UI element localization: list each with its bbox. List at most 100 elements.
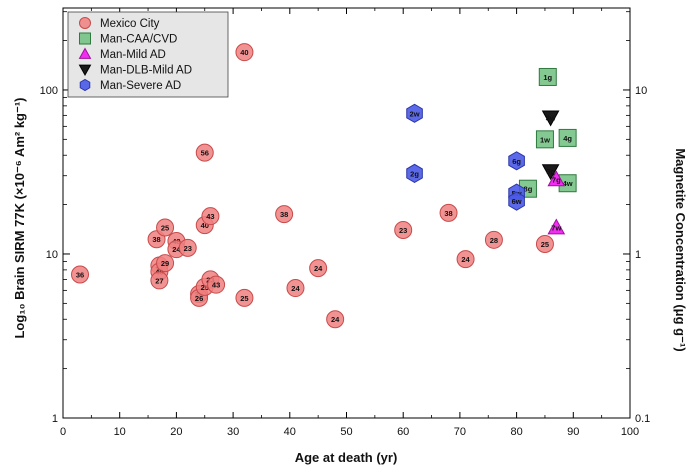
data-point	[71, 265, 90, 284]
point-label: 7g	[552, 175, 561, 184]
point-label: 38	[280, 210, 288, 219]
y-tick-label-left: 1	[52, 413, 58, 425]
data-point	[156, 218, 175, 237]
series-mexico-city: 3638324027252948242324262556404323434025…	[71, 43, 554, 329]
y-tick-label-right: 1	[635, 249, 641, 261]
point-label: 25	[201, 283, 209, 292]
point-label: 2g	[410, 169, 419, 178]
point-label: 38	[444, 209, 452, 218]
series-man-severe-ad: 2w2g6g5w6w	[406, 103, 525, 211]
point-label: 1g	[543, 73, 552, 82]
x-tick-label: 20	[170, 426, 182, 438]
data-point	[547, 170, 566, 187]
y-tick-label-left: 10	[46, 249, 58, 261]
data-point	[326, 310, 345, 329]
point-label: 7w	[551, 224, 561, 233]
point-label: 24	[314, 264, 323, 273]
point-label: 24	[172, 245, 181, 254]
point-label: 8g	[524, 185, 533, 194]
data-point	[207, 275, 226, 294]
point-label: 4w	[563, 179, 573, 188]
data-points: 3638324027252948242324262556404323434025…	[71, 43, 577, 329]
legend: Mexico City Man-CAA/CVD Man-Mild AD Man-DLB…	[67, 11, 229, 98]
point-label: 28	[490, 236, 498, 245]
x-tick-label: 80	[510, 426, 522, 438]
data-point	[406, 103, 423, 123]
point-label: 27	[155, 276, 163, 285]
legend-entry-label: Man-CAA/CVD	[100, 34, 177, 46]
point-label: 26	[195, 294, 203, 303]
point-label: 56	[201, 149, 209, 158]
point-label: 40	[240, 48, 248, 57]
data-point	[235, 288, 254, 307]
x-tick-label: 30	[227, 426, 239, 438]
data-point	[275, 205, 294, 224]
data-point	[439, 203, 458, 222]
point-label: 29	[161, 259, 169, 268]
point-label: 24	[331, 315, 340, 324]
data-point	[456, 250, 475, 269]
legend-entry-label: Man-DLB-Mild AD	[100, 65, 192, 77]
data-point	[195, 143, 214, 162]
legend-entry-label: Man-Mild AD	[100, 49, 166, 61]
legend-marker	[79, 78, 91, 92]
data-point	[156, 254, 175, 273]
point-label: 38	[152, 235, 160, 244]
x-tick-label: 60	[397, 426, 409, 438]
legend-box	[67, 11, 229, 98]
legend-marker	[78, 47, 92, 59]
data-point	[558, 128, 577, 147]
data-point	[541, 110, 560, 127]
data-point	[547, 218, 566, 235]
point-label: 40	[201, 221, 209, 230]
x-tick-label: 0	[60, 426, 66, 438]
data-point	[150, 271, 169, 290]
point-label: 2w	[410, 109, 420, 118]
point-label: 4g	[563, 134, 572, 143]
legend-marker	[78, 64, 92, 77]
series-man-caa-cvd: 1g 1w 4g 8g 4w	[518, 67, 577, 198]
data-point	[508, 151, 525, 171]
point-label: 3w	[546, 113, 556, 122]
x-tick-label: 90	[567, 426, 579, 438]
point-label: 3g	[546, 167, 555, 176]
data-point	[178, 238, 197, 257]
point-label: 24	[291, 284, 300, 293]
point-label: 25	[161, 224, 169, 233]
point-label: 1w	[540, 135, 550, 144]
legend-marker	[79, 17, 91, 29]
data-point	[508, 191, 525, 211]
data-point	[484, 230, 503, 249]
series-man-dlb-mild-ad: 3w 3g	[541, 110, 560, 181]
series-man-mild-ad: 7w 7g	[547, 170, 566, 235]
point-label: 23	[399, 226, 407, 235]
x-axis-label: Age at death (yr)	[295, 450, 398, 465]
point-label: 6g	[512, 157, 521, 166]
x-tick-label: 50	[340, 426, 352, 438]
y-axis-label-left: Log₁₀ Brain SIRM 77K (×10⁻⁶ Am² kg⁻¹)	[12, 97, 27, 338]
data-point	[201, 207, 220, 226]
point-label: 25	[541, 240, 549, 249]
legend-entry-label: Mexico City	[100, 18, 160, 30]
point-label: 25	[240, 294, 248, 303]
y-tick-label-left: 100	[40, 85, 58, 97]
data-point	[309, 259, 328, 278]
x-tick-label: 70	[454, 426, 466, 438]
y-tick-label-right: 10	[635, 85, 647, 97]
point-label: 6w	[512, 197, 522, 206]
point-label: 43	[206, 212, 214, 221]
legend-marker	[79, 32, 91, 45]
data-point	[235, 43, 254, 62]
point-label: 36	[76, 270, 84, 279]
data-point	[535, 235, 554, 254]
y-tick-label-right: 0.1	[635, 413, 650, 425]
data-point	[406, 163, 423, 183]
x-tick-label: 100	[621, 426, 639, 438]
data-point	[286, 279, 305, 298]
x-tick-label: 10	[114, 426, 126, 438]
y-axis-label-right: Magnetite Concentration (μg g⁻¹)	[673, 148, 688, 351]
point-label: 23	[184, 244, 192, 253]
data-point	[541, 164, 560, 181]
